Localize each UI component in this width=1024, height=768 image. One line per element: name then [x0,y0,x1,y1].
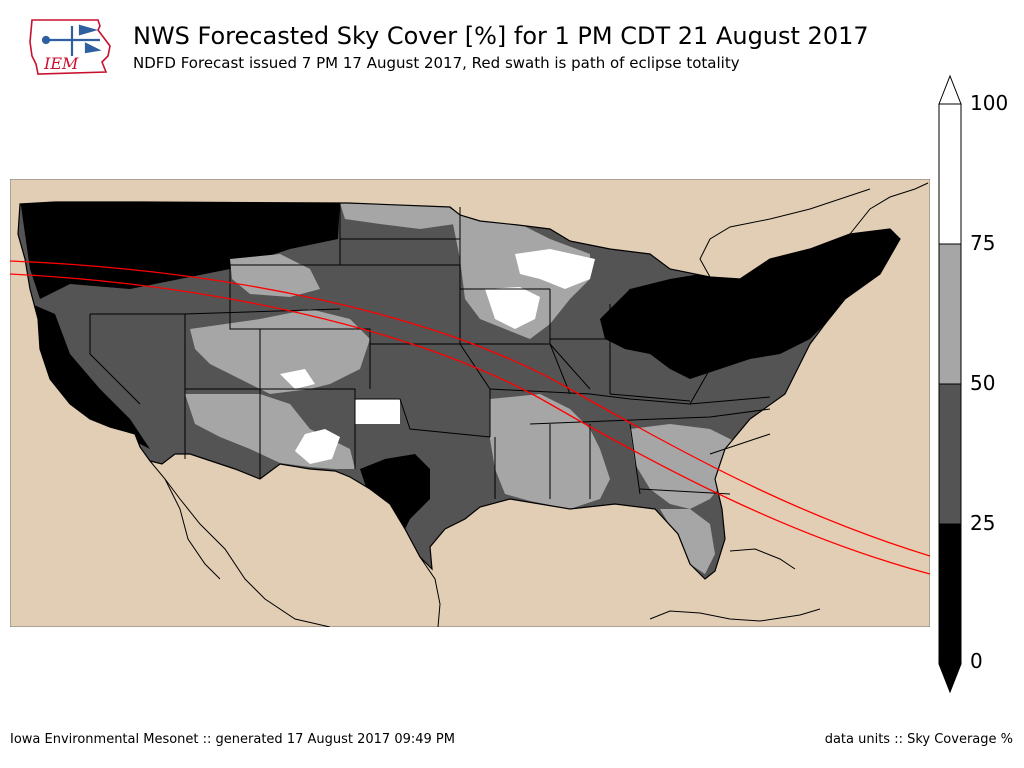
logo-text: IEM [43,54,79,73]
colorbar-extend-min [938,663,962,694]
colorbar-extend-max [938,74,962,105]
colorbar-bin-75-100 [938,103,962,245]
sky-cover-map [10,179,930,627]
colorbar [938,74,962,694]
footer-units: data units :: Sky Coverage % [824,732,1013,747]
map-title: NWS Forecasted Sky Cover [%] for 1 PM CD… [133,22,869,50]
colorbar-label-25: 25 [970,511,996,535]
iem-logo: IEM [29,19,111,75]
map-subtitle: NDFD Forecast issued 7 PM 17 August 2017… [133,54,740,72]
colorbar-label-50: 50 [970,371,996,395]
colorbar-label-75: 75 [970,231,996,255]
footer-generated: Iowa Environmental Mesonet :: generated … [10,732,455,747]
colorbar-label-0: 0 [970,649,983,673]
neighbor-coastlines [149,182,929,627]
colorbar-bin-25-50 [938,383,962,525]
colorbar-bin-0-25 [938,523,962,665]
eclipse-totality-path [10,260,930,575]
state-borders [89,203,791,499]
colorbar-bin-50-75 [938,243,962,385]
colorbar-label-100: 100 [970,91,1009,115]
